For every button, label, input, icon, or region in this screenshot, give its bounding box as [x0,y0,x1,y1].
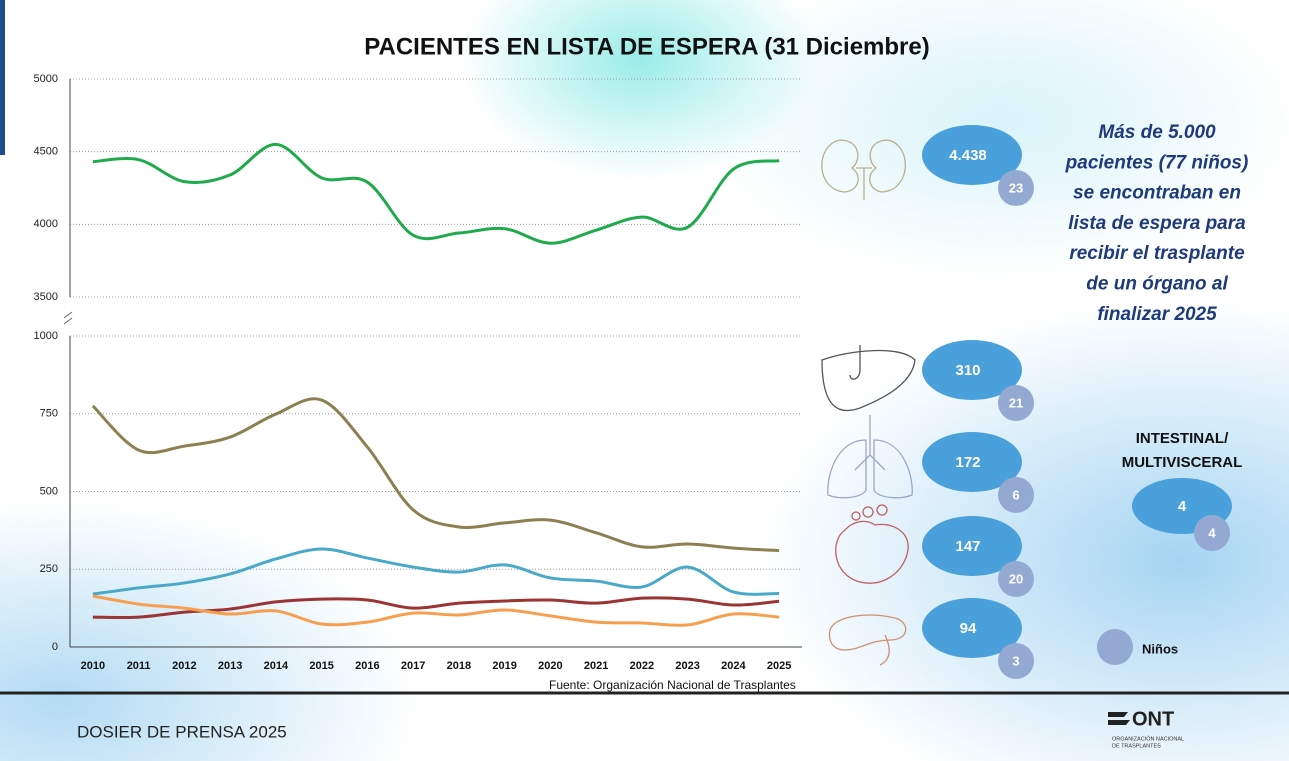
heart-icon [835,504,909,584]
y2-tick-label: 4500 [34,146,58,158]
kidney-icon [821,139,906,200]
x-tick-label: 2025 [767,660,791,672]
y-tick-label: 1000 [34,330,58,342]
y2-tick-label: 5000 [34,73,58,85]
intestinal-label: MULTIVISCERAL [1122,454,1243,471]
x-tick-label: 2012 [172,660,196,672]
pancreas-icon [828,614,907,666]
side-text: de un órgano al [1086,274,1228,295]
x-tick-label: 2018 [447,660,471,672]
total-label: 4 [1178,498,1187,515]
series-line [91,397,780,553]
liver-icon [821,345,916,412]
children-label: 3 [1012,653,1019,668]
logo-text: DE TRASPLANTES [1112,743,1161,749]
total-badge [922,125,1022,185]
children-label: 6 [1012,487,1019,502]
total-badge [922,516,1022,576]
children-badge [998,561,1034,597]
children-badge [998,385,1034,421]
side-text: recibir el trasplante [1069,243,1245,264]
x-tick-label: 2019 [492,660,516,672]
children-label: 20 [1009,571,1023,586]
footer: DOSIER DE PRENSA 2025 [77,722,287,741]
total-label: 310 [955,362,980,379]
title: PACIENTES EN LISTA DE ESPERA (31 Diciemb… [364,33,929,60]
x-tick-label: 2017 [401,660,425,672]
x-tick-label: 2024 [721,660,746,672]
y-tick-label: 0 [52,641,58,653]
lung-icon [827,415,913,499]
y-tick-label: 750 [40,408,58,420]
logo-name: ONT [1132,708,1174,730]
total-badge [922,432,1022,492]
side-text: lista de espera para [1068,213,1246,234]
y-tick-label: 500 [40,485,58,497]
y2-tick-label: 3500 [34,291,58,303]
y-tick-label: 250 [40,563,58,575]
x-tick-label: 2011 [127,660,151,672]
side-text: Más de 5.000 [1098,122,1216,143]
total-badge [922,340,1022,400]
y2-tick-label: 4000 [34,218,58,230]
children-badge [1194,515,1230,551]
x-tick-label: 2010 [81,660,105,672]
total-label: 147 [955,538,980,555]
children-label: 23 [1009,180,1023,195]
series-line [92,142,780,245]
x-tick-label: 2013 [218,660,242,672]
total-label: 4.438 [949,147,987,164]
children-label: 4 [1208,525,1216,540]
legend-label: Niños [1142,641,1178,656]
series-line [92,547,780,596]
side-text: pacientes (77 niños) [1065,152,1249,173]
x-tick-label: 2021 [584,660,608,672]
children-badge [998,170,1034,206]
total-badge [922,598,1022,658]
legend-swatch [1097,629,1133,665]
children-badge [998,477,1034,513]
side-text: se encontraban en [1073,183,1241,204]
axis-break [63,311,73,325]
x-tick-label: 2022 [630,660,654,672]
x-tick-label: 2014 [264,660,289,672]
children-badge [998,643,1034,679]
x-tick-label: 2023 [675,660,699,672]
x-tick-label: 2016 [355,660,379,672]
total-label: 172 [955,454,980,471]
logo-text: ORGANIZACIÓN NACIONAL [1112,735,1184,742]
edge-stripe [0,0,5,155]
source: Fuente: Organización Nacional de Traspla… [549,678,796,692]
series-line [92,594,780,627]
x-tick-label: 2020 [538,660,562,672]
side-text: finalizar 2025 [1097,304,1217,325]
intestinal-label: INTESTINAL/ [1136,430,1229,447]
total-label: 94 [960,620,977,637]
logo-mark [1108,712,1130,725]
x-tick-label: 2015 [309,660,333,672]
children-label: 21 [1009,395,1023,410]
